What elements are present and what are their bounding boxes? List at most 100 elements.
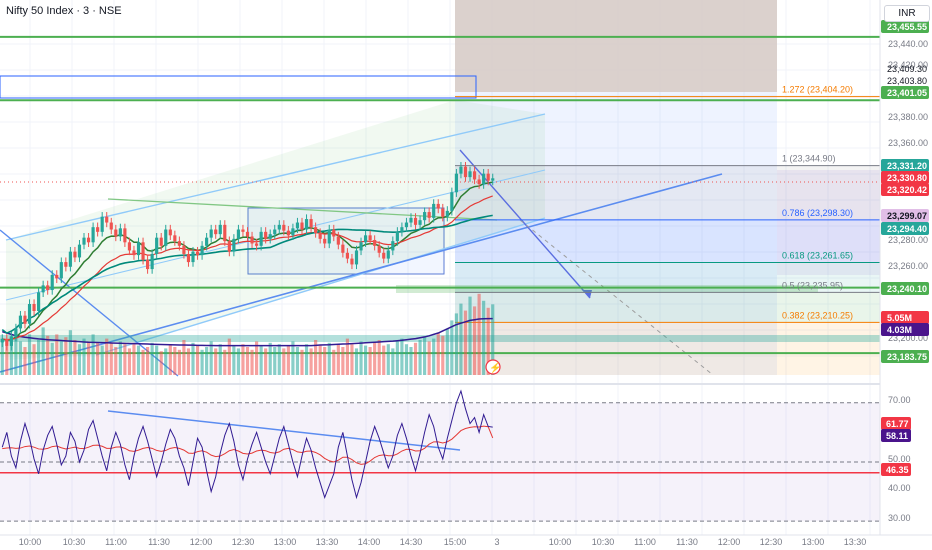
fib-label: 0.786 (23,298.30) [782, 208, 853, 218]
volume-bar [186, 348, 191, 375]
volume-bar [441, 335, 445, 375]
price-badge-label: 23,455.55 [887, 22, 927, 32]
price-badge [881, 86, 929, 99]
candle-body [18, 315, 23, 329]
volume-bar [214, 348, 218, 375]
ema-slow [2, 195, 493, 341]
candle-body [150, 253, 154, 270]
volume-bar [209, 341, 213, 375]
volume-bar [400, 338, 404, 375]
candle-body [159, 237, 163, 246]
volume-bar [50, 342, 54, 375]
candle-body [363, 235, 368, 243]
candle-body [445, 210, 449, 217]
volume-bar [286, 345, 290, 375]
candle-body [241, 229, 245, 232]
volume-bar [254, 341, 259, 375]
candle-body [136, 242, 141, 256]
candle-body [336, 236, 340, 245]
rsi-badge-label: 58.11 [886, 431, 908, 441]
candle-body [373, 239, 377, 246]
candle-body [259, 231, 263, 246]
currency-button[interactable]: INR [884, 5, 930, 22]
volume-bar [250, 349, 254, 375]
candle-body [318, 233, 322, 239]
volume-bar [68, 330, 72, 375]
price-badge-label: 4.03M [887, 325, 912, 335]
volume-bar [114, 347, 118, 375]
candle-body [105, 216, 109, 223]
candle-body [459, 166, 463, 174]
candle-body [64, 262, 68, 267]
candle-body [173, 235, 177, 242]
volume-bar [336, 344, 340, 375]
candle-body [155, 237, 159, 254]
price-tick-label: 23,380.00 [888, 112, 928, 122]
volume-bar [141, 349, 145, 375]
range-box [455, 92, 777, 375]
candle-body [118, 228, 122, 237]
volume-bar [386, 344, 390, 375]
volume-bar [341, 347, 345, 375]
purple-zone [777, 170, 880, 275]
candle-body [227, 241, 231, 252]
candle-body [314, 227, 318, 233]
candle-body [41, 285, 45, 293]
volume-bar [236, 348, 241, 375]
price-badge [881, 282, 929, 295]
price-tick-label: 23,440.00 [888, 39, 928, 49]
volume-bar [173, 347, 177, 375]
candle-body [127, 242, 132, 251]
candle-body [236, 229, 241, 239]
volume-bar [73, 340, 77, 375]
support-band-2 [396, 285, 818, 293]
volume-bar [482, 300, 486, 375]
time-tick-label: 13:00 [802, 537, 825, 547]
rsi-tick-label: 30.00 [888, 513, 911, 523]
candle-body [418, 220, 422, 225]
candle-body [191, 251, 195, 263]
volume-bar [168, 344, 172, 375]
candle-body [300, 222, 304, 230]
volume-bar [100, 345, 104, 375]
event-marker [485, 359, 501, 375]
candle-body [368, 235, 372, 240]
volume-bar [282, 348, 286, 375]
candle-body [250, 236, 254, 244]
volume-bar [454, 313, 458, 375]
volume-bar [241, 344, 245, 375]
candle-body [82, 237, 86, 245]
volume-bar [309, 348, 313, 375]
volume-bar [373, 342, 377, 375]
candle-body [218, 224, 222, 235]
time-tick-label: 11:00 [634, 537, 656, 547]
volume-bar [423, 337, 427, 375]
volume-bar [382, 345, 386, 375]
volume-bar [37, 340, 41, 375]
candle-body [109, 222, 113, 230]
fib-label: 1 (23,344.90) [782, 154, 836, 164]
rsi-line [1, 389, 493, 500]
candle-body [377, 245, 381, 253]
candle-body [400, 227, 404, 232]
candle-body [450, 192, 454, 211]
volume-bar [32, 344, 36, 375]
rsi-badge [881, 417, 911, 430]
candle-body [168, 229, 172, 236]
time-tick-label: 11:30 [148, 537, 170, 547]
price-badge [881, 183, 929, 196]
volume-bar [46, 335, 50, 375]
price-badge [881, 350, 929, 363]
volume-bar [445, 328, 449, 375]
candle-body [482, 173, 486, 185]
candle-body [50, 274, 54, 291]
candle-body [232, 238, 236, 252]
price-tick-label: 23,200.00 [888, 333, 928, 343]
price-badge [881, 20, 929, 33]
volume-bar [123, 344, 127, 375]
time-tick-label: 14:30 [400, 537, 423, 547]
volume-bar [55, 334, 59, 375]
chart-title: Nifty 50 Index · 3 · NSE [6, 5, 122, 17]
candle-body [395, 231, 399, 242]
